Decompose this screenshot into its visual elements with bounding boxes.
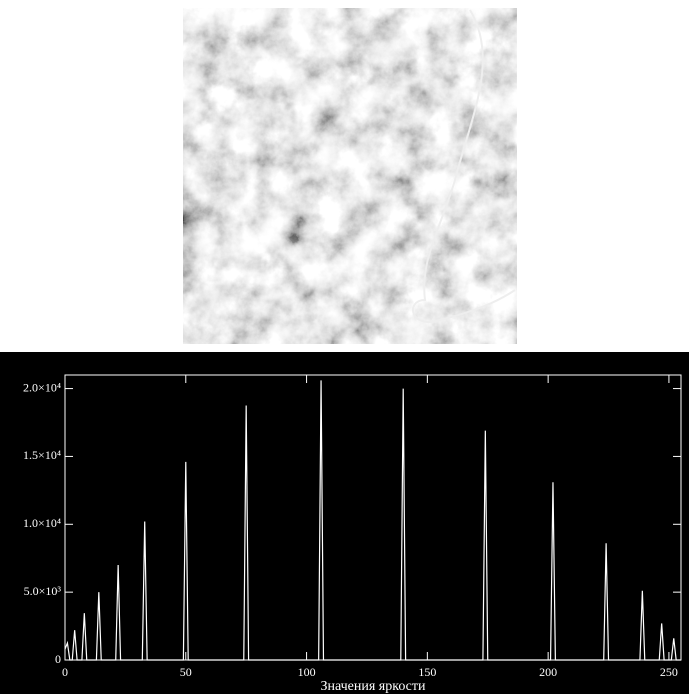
y-tick-label: 2.0×10⁴ (23, 380, 61, 394)
x-tick-label: 250 (660, 665, 678, 679)
chart-background (0, 352, 689, 694)
x-tick-label: 50 (180, 665, 192, 679)
x-tick-label: 100 (298, 665, 316, 679)
x-tick-label: 200 (539, 665, 557, 679)
y-tick-label: 1.0×10⁴ (23, 516, 61, 530)
x-tick-label: 0 (62, 665, 68, 679)
y-tick-label: 0 (55, 652, 61, 666)
y-tick-label: 1.5×10⁴ (23, 448, 61, 462)
page: Значения яркости 0 5.0×10³ 1.0×10⁴ 1.5×10⁴ 2… (0, 0, 689, 694)
x-tick-label: 150 (418, 665, 436, 679)
x-axis-label: Значения яркости (320, 679, 426, 694)
y-tick-label: 5.0×10³ (24, 584, 62, 598)
terrain-image (183, 8, 517, 344)
